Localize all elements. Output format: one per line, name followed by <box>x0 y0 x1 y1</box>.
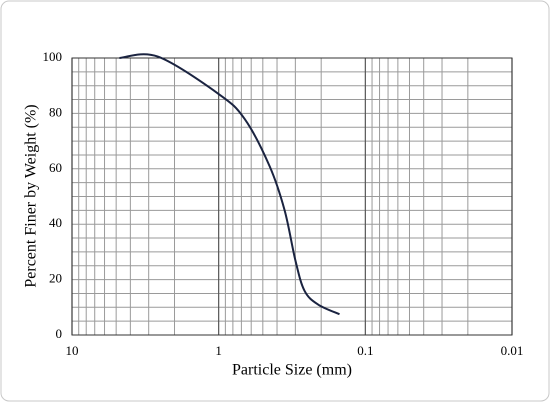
y-tick-label: 20 <box>49 271 62 286</box>
y-tick-label: 100 <box>43 49 63 64</box>
y-tick-label: 80 <box>49 104 62 119</box>
data-line <box>119 53 340 316</box>
plot-border <box>71 57 513 336</box>
y-tick-label: 0 <box>56 326 63 341</box>
y-axis-label: Percent Finer by Weight (%) <box>23 104 40 287</box>
y-tick-label: 40 <box>49 215 62 230</box>
x-tick-label: 0.01 <box>501 343 524 358</box>
y-tick-label: 60 <box>49 160 62 175</box>
x-tick-label: 0.1 <box>357 343 373 358</box>
x-tick-label: 10 <box>66 343 79 358</box>
x-tick-label: 1 <box>215 343 222 358</box>
x-axis-label: Particle Size (mm) <box>232 362 352 379</box>
